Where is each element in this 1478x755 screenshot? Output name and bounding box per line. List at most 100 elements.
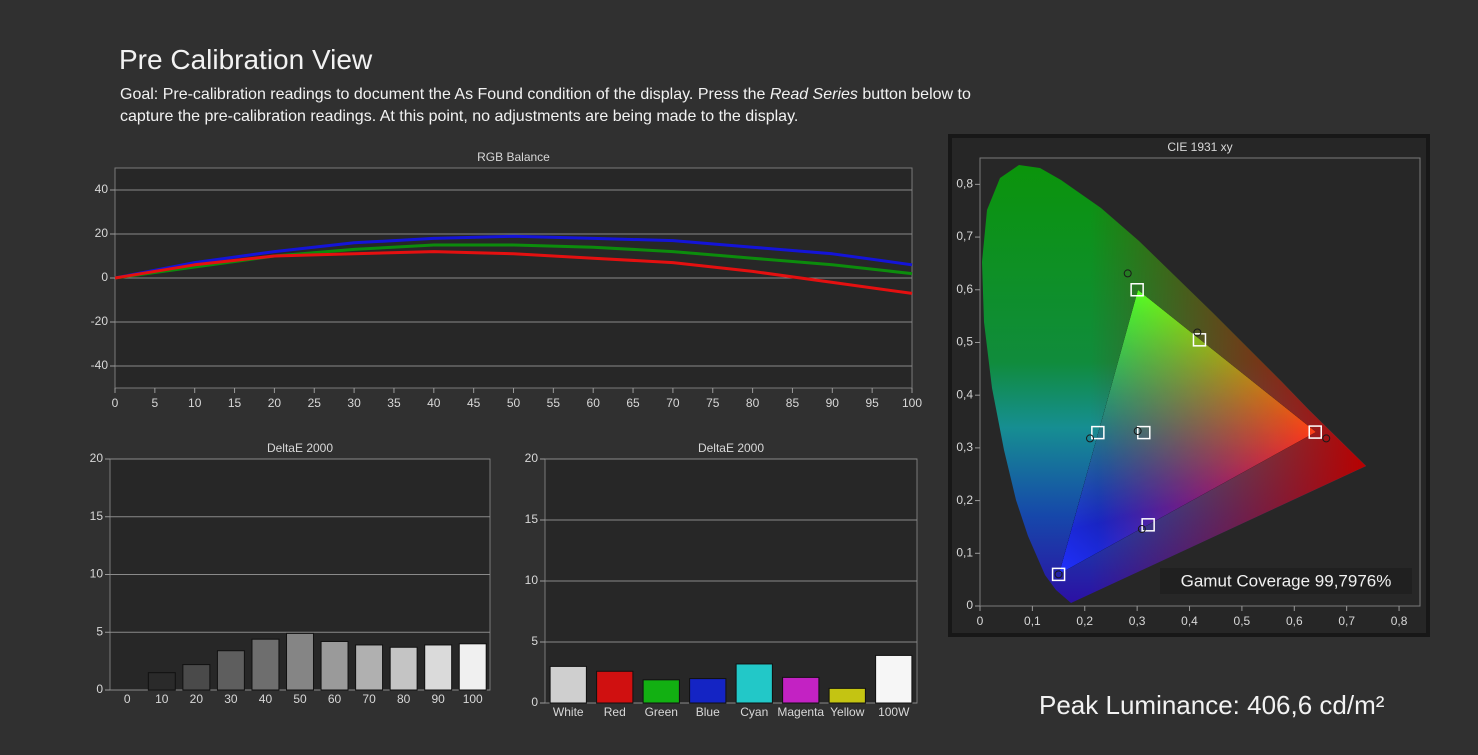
gamut-coverage: Gamut Coverage 99,7976%	[1181, 571, 1392, 590]
x-tick-label: 0,8	[1391, 614, 1408, 628]
y-tick-label: 40	[95, 182, 109, 196]
measured-point	[1322, 434, 1331, 443]
target-point	[1137, 425, 1151, 440]
y-tick-label: 0,5	[956, 335, 973, 349]
target-point	[1130, 283, 1144, 297]
x-tick-label: White	[553, 705, 584, 719]
x-tick-label: 0,4	[1181, 614, 1198, 628]
x-tick-label: 30	[224, 692, 238, 706]
x-tick-label: 65	[626, 396, 640, 410]
target-gamut	[1059, 290, 1316, 574]
chart-title: DeltaE 2000	[698, 441, 764, 455]
x-tick-label: Yellow	[830, 705, 865, 719]
page-title: Pre Calibration View	[119, 44, 373, 75]
goal-emphasis: Read Series	[769, 86, 858, 103]
x-tick-label: 0	[124, 692, 131, 706]
y-tick-label: 0	[96, 682, 103, 696]
x-tick-label: 0	[977, 614, 984, 628]
bar	[286, 632, 314, 691]
x-tick-label: 20	[268, 396, 282, 410]
bar	[549, 665, 587, 704]
x-tick-label: 75	[706, 396, 720, 410]
x-tick-label: 100	[463, 692, 483, 706]
y-tick-label: -20	[91, 314, 109, 328]
y-tick-label: 5	[531, 634, 538, 648]
x-tick-label: 40	[259, 692, 273, 706]
y-tick-label: 0,3	[956, 440, 973, 454]
target-point	[1091, 425, 1105, 440]
bar	[735, 663, 773, 704]
y-tick-label: 5	[96, 624, 103, 638]
peak-luminance: Peak Luminance: 406,6 cd/m²	[1039, 690, 1385, 720]
y-tick-label: 15	[90, 509, 104, 523]
x-tick-label: 5	[152, 396, 159, 410]
measured-point	[1054, 570, 1063, 579]
y-tick-label: 10	[525, 573, 539, 587]
measured-point	[1133, 427, 1142, 436]
x-tick-label: 50	[293, 692, 307, 706]
measured-point	[1137, 525, 1146, 534]
x-tick-label: Red	[604, 705, 626, 719]
x-tick-label: 30	[347, 396, 361, 410]
cie-diagram	[982, 165, 1366, 603]
x-tick-label: 0	[112, 396, 119, 410]
x-tick-label: 80	[397, 692, 411, 706]
measured-point	[1193, 328, 1202, 337]
x-tick-label: 70	[362, 692, 376, 706]
goal-text: Goal: Pre-calibration readings to docume…	[120, 84, 990, 128]
x-tick-label: 35	[387, 396, 401, 410]
x-tick-label: 15	[228, 396, 242, 410]
series-line	[114, 234, 913, 280]
x-tick-label: 60	[587, 396, 601, 410]
x-tick-label: 80	[746, 396, 760, 410]
y-tick-label: 20	[90, 451, 104, 465]
y-tick-label: 20	[95, 226, 109, 240]
x-tick-label: 50	[507, 396, 521, 410]
target-point	[1051, 567, 1066, 582]
y-tick-label: 15	[525, 512, 539, 526]
x-tick-label: 0,5	[1234, 614, 1251, 628]
goal-part: button below to capture the pre-calibrat…	[120, 86, 971, 125]
x-tick-label: 0,6	[1286, 614, 1303, 628]
y-tick-label: 0	[966, 598, 973, 612]
y-tick-label: 0	[101, 270, 108, 284]
bar	[875, 654, 913, 704]
x-tick-label: Blue	[696, 705, 720, 719]
x-tick-label: 95	[865, 396, 879, 410]
x-tick-label: 0,3	[1129, 614, 1146, 628]
measured-point	[1123, 269, 1132, 278]
y-tick-label: 0,8	[956, 177, 973, 191]
chart-title: RGB Balance	[477, 150, 550, 164]
x-tick-label: 0,1	[1024, 614, 1041, 628]
x-tick-label: 25	[308, 396, 322, 410]
target-point	[1141, 518, 1155, 532]
x-tick-label: 85	[786, 396, 800, 410]
x-tick-label: 40	[427, 396, 441, 410]
x-tick-label: 10	[155, 692, 169, 706]
target-point	[1308, 425, 1322, 439]
x-tick-label: Magenta	[777, 705, 824, 719]
y-tick-label: 0,7	[956, 229, 973, 243]
annotation-box	[1160, 568, 1412, 594]
target-point	[1192, 333, 1207, 347]
x-tick-label: 100W	[878, 705, 910, 719]
y-tick-label: 10	[90, 567, 104, 581]
bar	[424, 644, 453, 691]
y-tick-label: -40	[91, 358, 109, 372]
x-tick-label: 55	[547, 396, 561, 410]
x-tick-label: Green	[645, 705, 678, 719]
y-tick-label: 0,6	[956, 282, 973, 296]
x-tick-label: 10	[188, 396, 202, 410]
series-line	[114, 250, 913, 295]
chart-title: CIE 1931 xy	[1167, 140, 1232, 154]
y-tick-label: 20	[525, 451, 539, 465]
x-tick-label: 20	[190, 692, 204, 706]
x-tick-label: Cyan	[740, 705, 768, 719]
goal-part: Goal: Pre-calibration readings to docume…	[120, 86, 770, 103]
x-tick-label: 60	[328, 692, 342, 706]
measured-point	[1086, 434, 1094, 443]
bar	[147, 672, 176, 691]
bar	[642, 679, 680, 704]
